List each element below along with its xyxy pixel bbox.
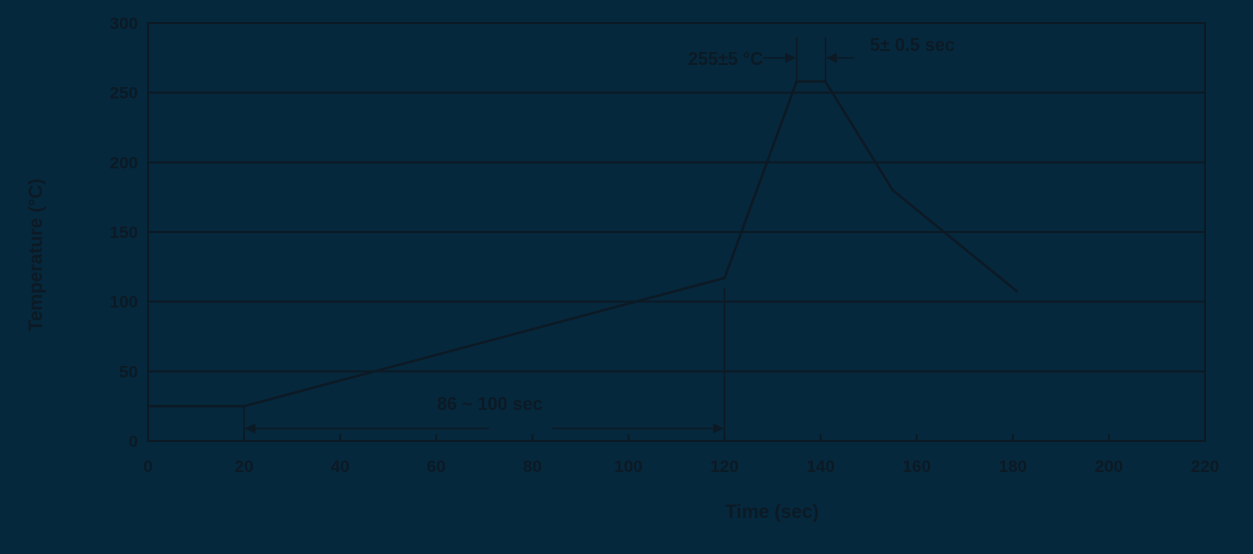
- x-tick-label: 200: [1095, 457, 1123, 476]
- x-tick-label: 20: [235, 457, 254, 476]
- peak-time-annotation: 5± 0.5 sec: [870, 35, 955, 55]
- y-axis-title: Temperature (°C): [26, 179, 47, 332]
- x-tick-label: 100: [614, 457, 642, 476]
- x-tick-label: 80: [523, 457, 542, 476]
- y-tick-label: 300: [110, 14, 138, 33]
- grid-layer: [148, 22, 1205, 442]
- x-tick-label: 0: [143, 457, 152, 476]
- y-tick-label: 0: [129, 432, 138, 451]
- tick-layer: 0 20 40 60 80 100 120 140 160 180 200 220 0 50 100 150 2…: [110, 14, 1220, 476]
- series-layer: [147, 80, 1019, 408]
- x-tick-label: 140: [806, 457, 834, 476]
- y-tick-label: 50: [119, 362, 138, 381]
- x-tick-label: 120: [710, 457, 738, 476]
- series-line-0: [148, 80, 1019, 408]
- y-tick-label: 150: [110, 223, 138, 242]
- x-tick-label: 180: [999, 457, 1027, 476]
- y-tick-label: 100: [110, 293, 138, 312]
- x-tick-label: 220: [1191, 457, 1219, 476]
- peak-temp-annotation: 255±5 °C: [688, 49, 763, 69]
- preheat-time-annotation: 86 ~ 100 sec: [437, 394, 543, 414]
- x-tick-label: 60: [427, 457, 446, 476]
- x-axis-title: Time (sec): [725, 502, 819, 523]
- annotation-layer: 255±5 °C 5± 0.5 sec 86 ~ 100 sec: [243, 35, 955, 441]
- y-tick-label: 200: [110, 153, 138, 172]
- plot-frame: [147, 22, 1206, 442]
- x-tick-label: 40: [331, 457, 350, 476]
- y-tick-label: 250: [110, 84, 138, 103]
- x-tick-label: 160: [903, 457, 931, 476]
